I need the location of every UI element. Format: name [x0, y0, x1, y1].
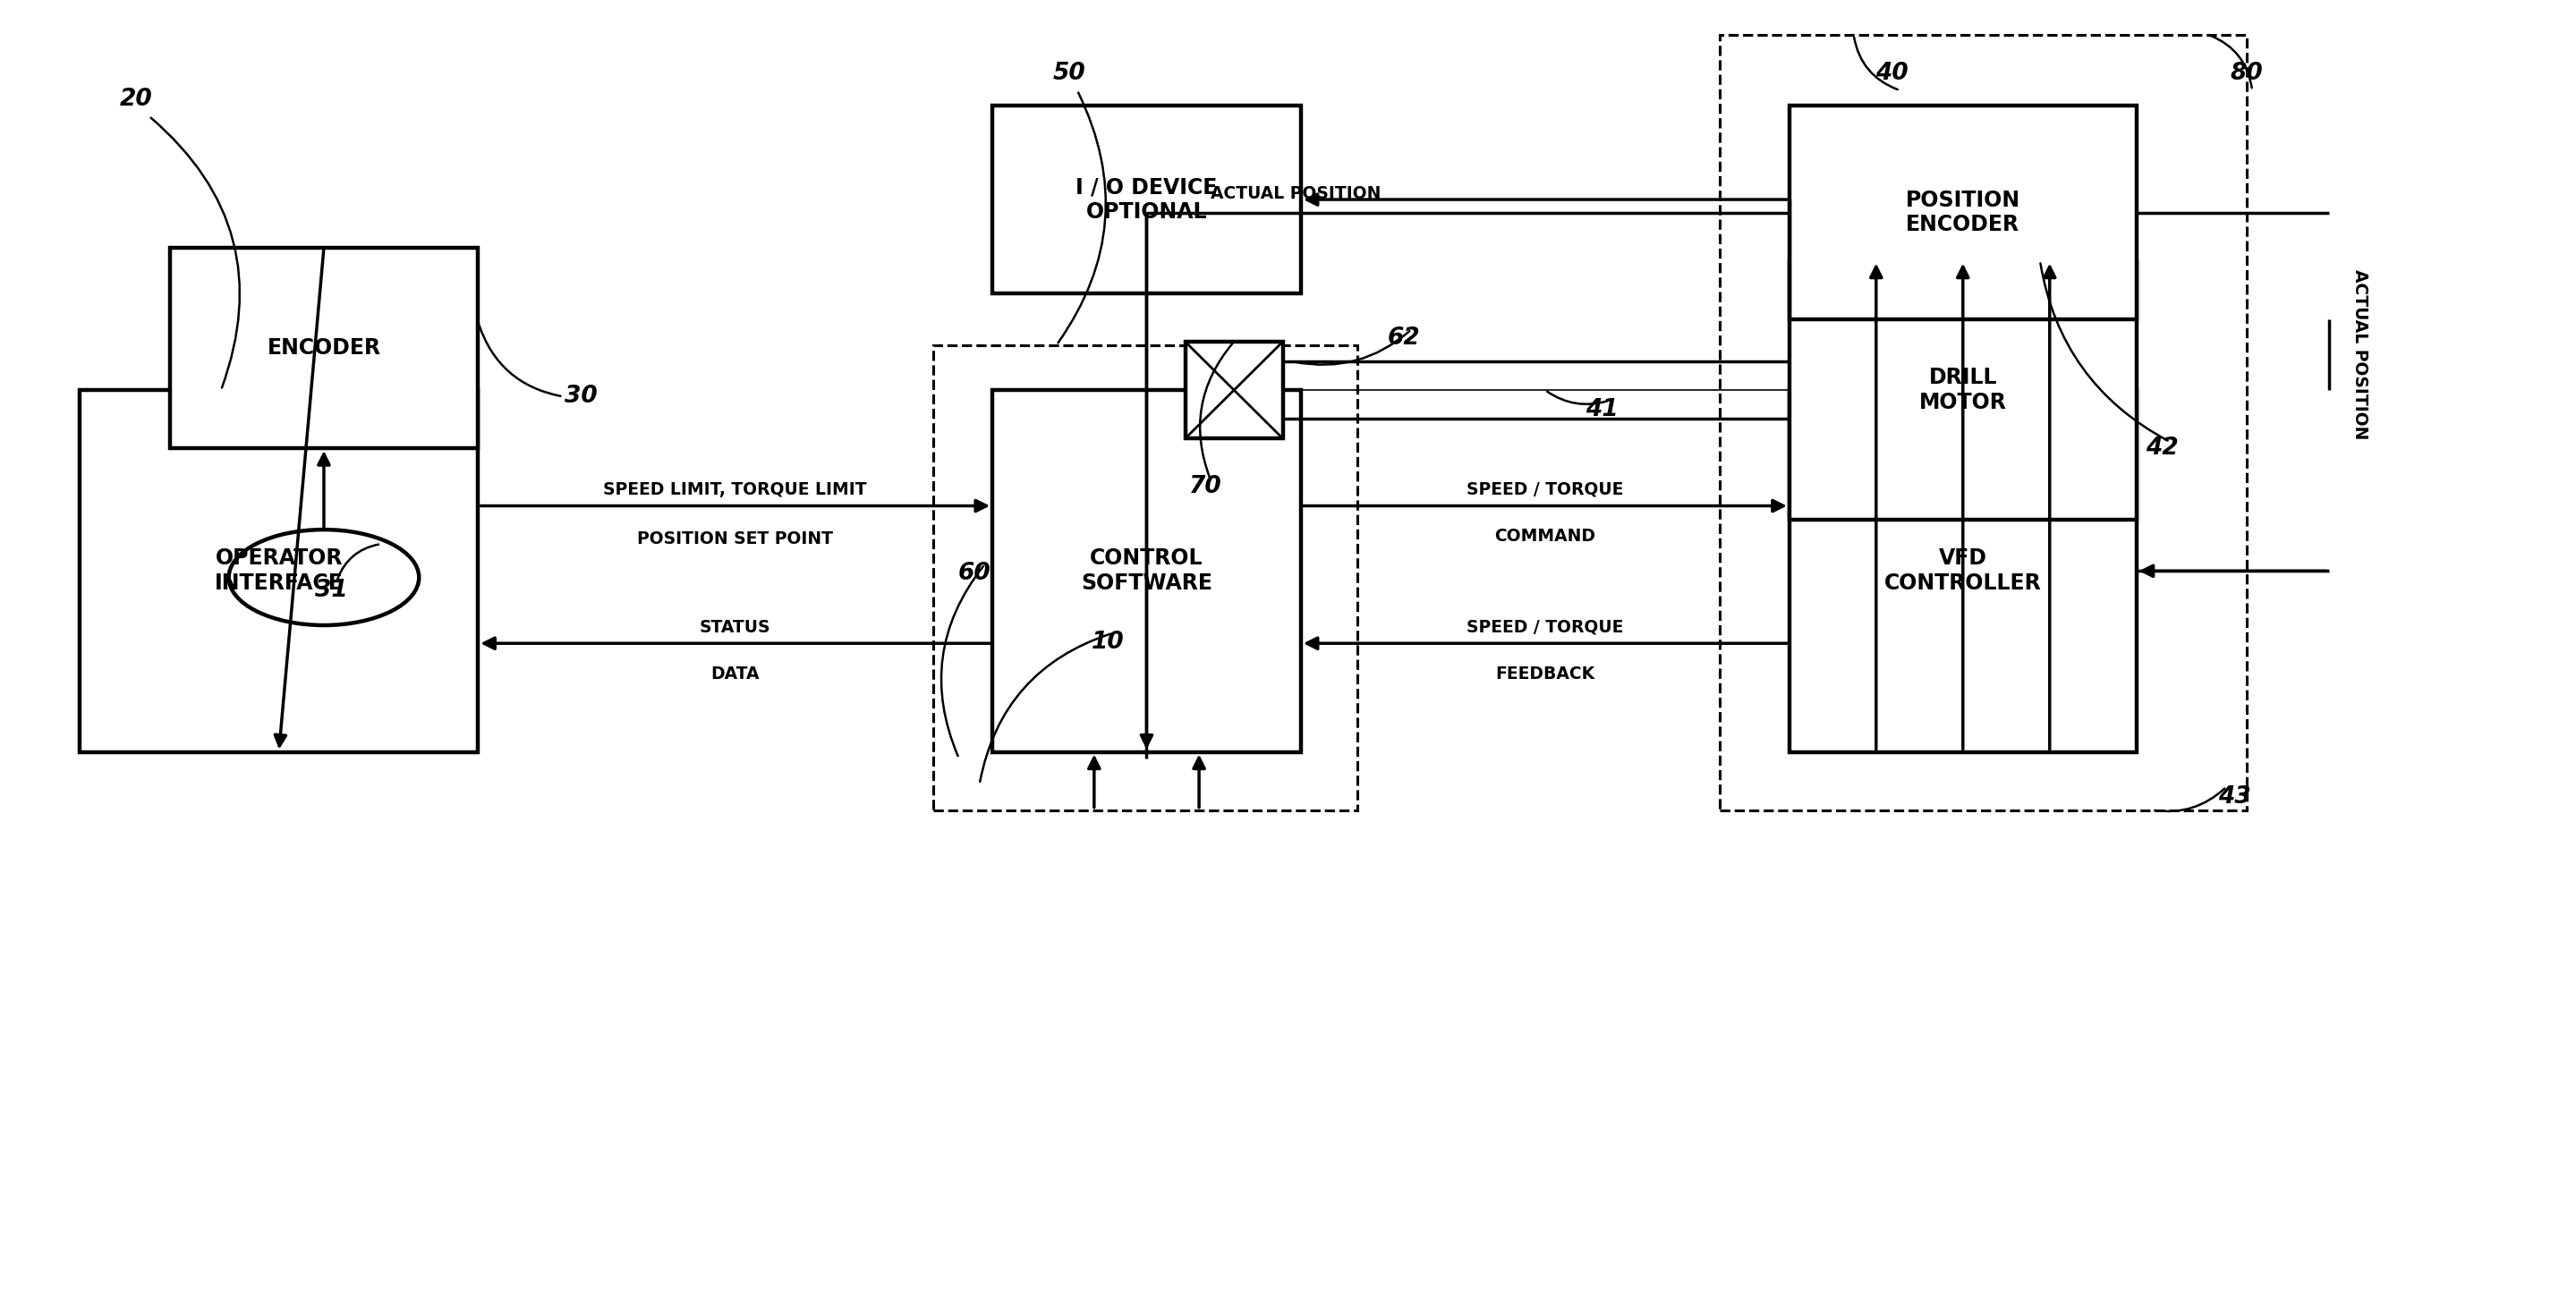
- Text: 20: 20: [118, 88, 152, 112]
- Text: 60: 60: [958, 562, 992, 585]
- Text: SPEED / TORQUE: SPEED / TORQUE: [1466, 481, 1623, 498]
- Circle shape: [229, 529, 420, 625]
- FancyBboxPatch shape: [1790, 261, 2136, 519]
- FancyBboxPatch shape: [1790, 390, 2136, 752]
- Text: 70: 70: [1190, 476, 1221, 498]
- FancyBboxPatch shape: [80, 390, 479, 752]
- Text: FEEDBACK: FEEDBACK: [1497, 665, 1595, 682]
- Text: STATUS: STATUS: [701, 619, 770, 636]
- Text: 31: 31: [314, 578, 348, 602]
- Text: 43: 43: [2218, 786, 2251, 809]
- Text: DRILL
MOTOR: DRILL MOTOR: [1919, 367, 2007, 414]
- FancyBboxPatch shape: [1185, 341, 1283, 438]
- Text: ACTUAL POSITION: ACTUAL POSITION: [2352, 270, 2367, 440]
- Text: 30: 30: [564, 385, 598, 409]
- Text: 50: 50: [1054, 62, 1087, 86]
- Text: OPERATOR
INTERFACE: OPERATOR INTERFACE: [214, 547, 343, 594]
- Text: 10: 10: [1092, 630, 1126, 654]
- FancyBboxPatch shape: [1790, 106, 2136, 319]
- Text: DATA: DATA: [711, 665, 760, 682]
- Text: I / O DEVICE
OPTIONAL: I / O DEVICE OPTIONAL: [1077, 176, 1218, 223]
- Text: ENCODER: ENCODER: [268, 337, 381, 359]
- Text: POSITION SET POINT: POSITION SET POINT: [636, 530, 832, 547]
- FancyBboxPatch shape: [992, 106, 1301, 293]
- Text: 80: 80: [2231, 62, 2264, 86]
- FancyBboxPatch shape: [170, 248, 479, 449]
- Text: 62: 62: [1388, 327, 1419, 350]
- Text: SPEED / TORQUE: SPEED / TORQUE: [1466, 619, 1623, 636]
- Text: 41: 41: [1584, 398, 1618, 422]
- Text: 40: 40: [1875, 62, 1909, 86]
- Text: POSITION
ENCODER: POSITION ENCODER: [1906, 189, 2020, 236]
- Text: SPEED LIMIT, TORQUE LIMIT: SPEED LIMIT, TORQUE LIMIT: [603, 481, 868, 498]
- Text: ACTUAL POSITION: ACTUAL POSITION: [1211, 185, 1381, 202]
- Text: 42: 42: [2146, 437, 2179, 460]
- Text: VFD
CONTROLLER: VFD CONTROLLER: [1883, 547, 2043, 594]
- Text: CONTROL
SOFTWARE: CONTROL SOFTWARE: [1082, 547, 1213, 594]
- FancyBboxPatch shape: [992, 390, 1301, 752]
- Text: COMMAND: COMMAND: [1494, 528, 1595, 545]
